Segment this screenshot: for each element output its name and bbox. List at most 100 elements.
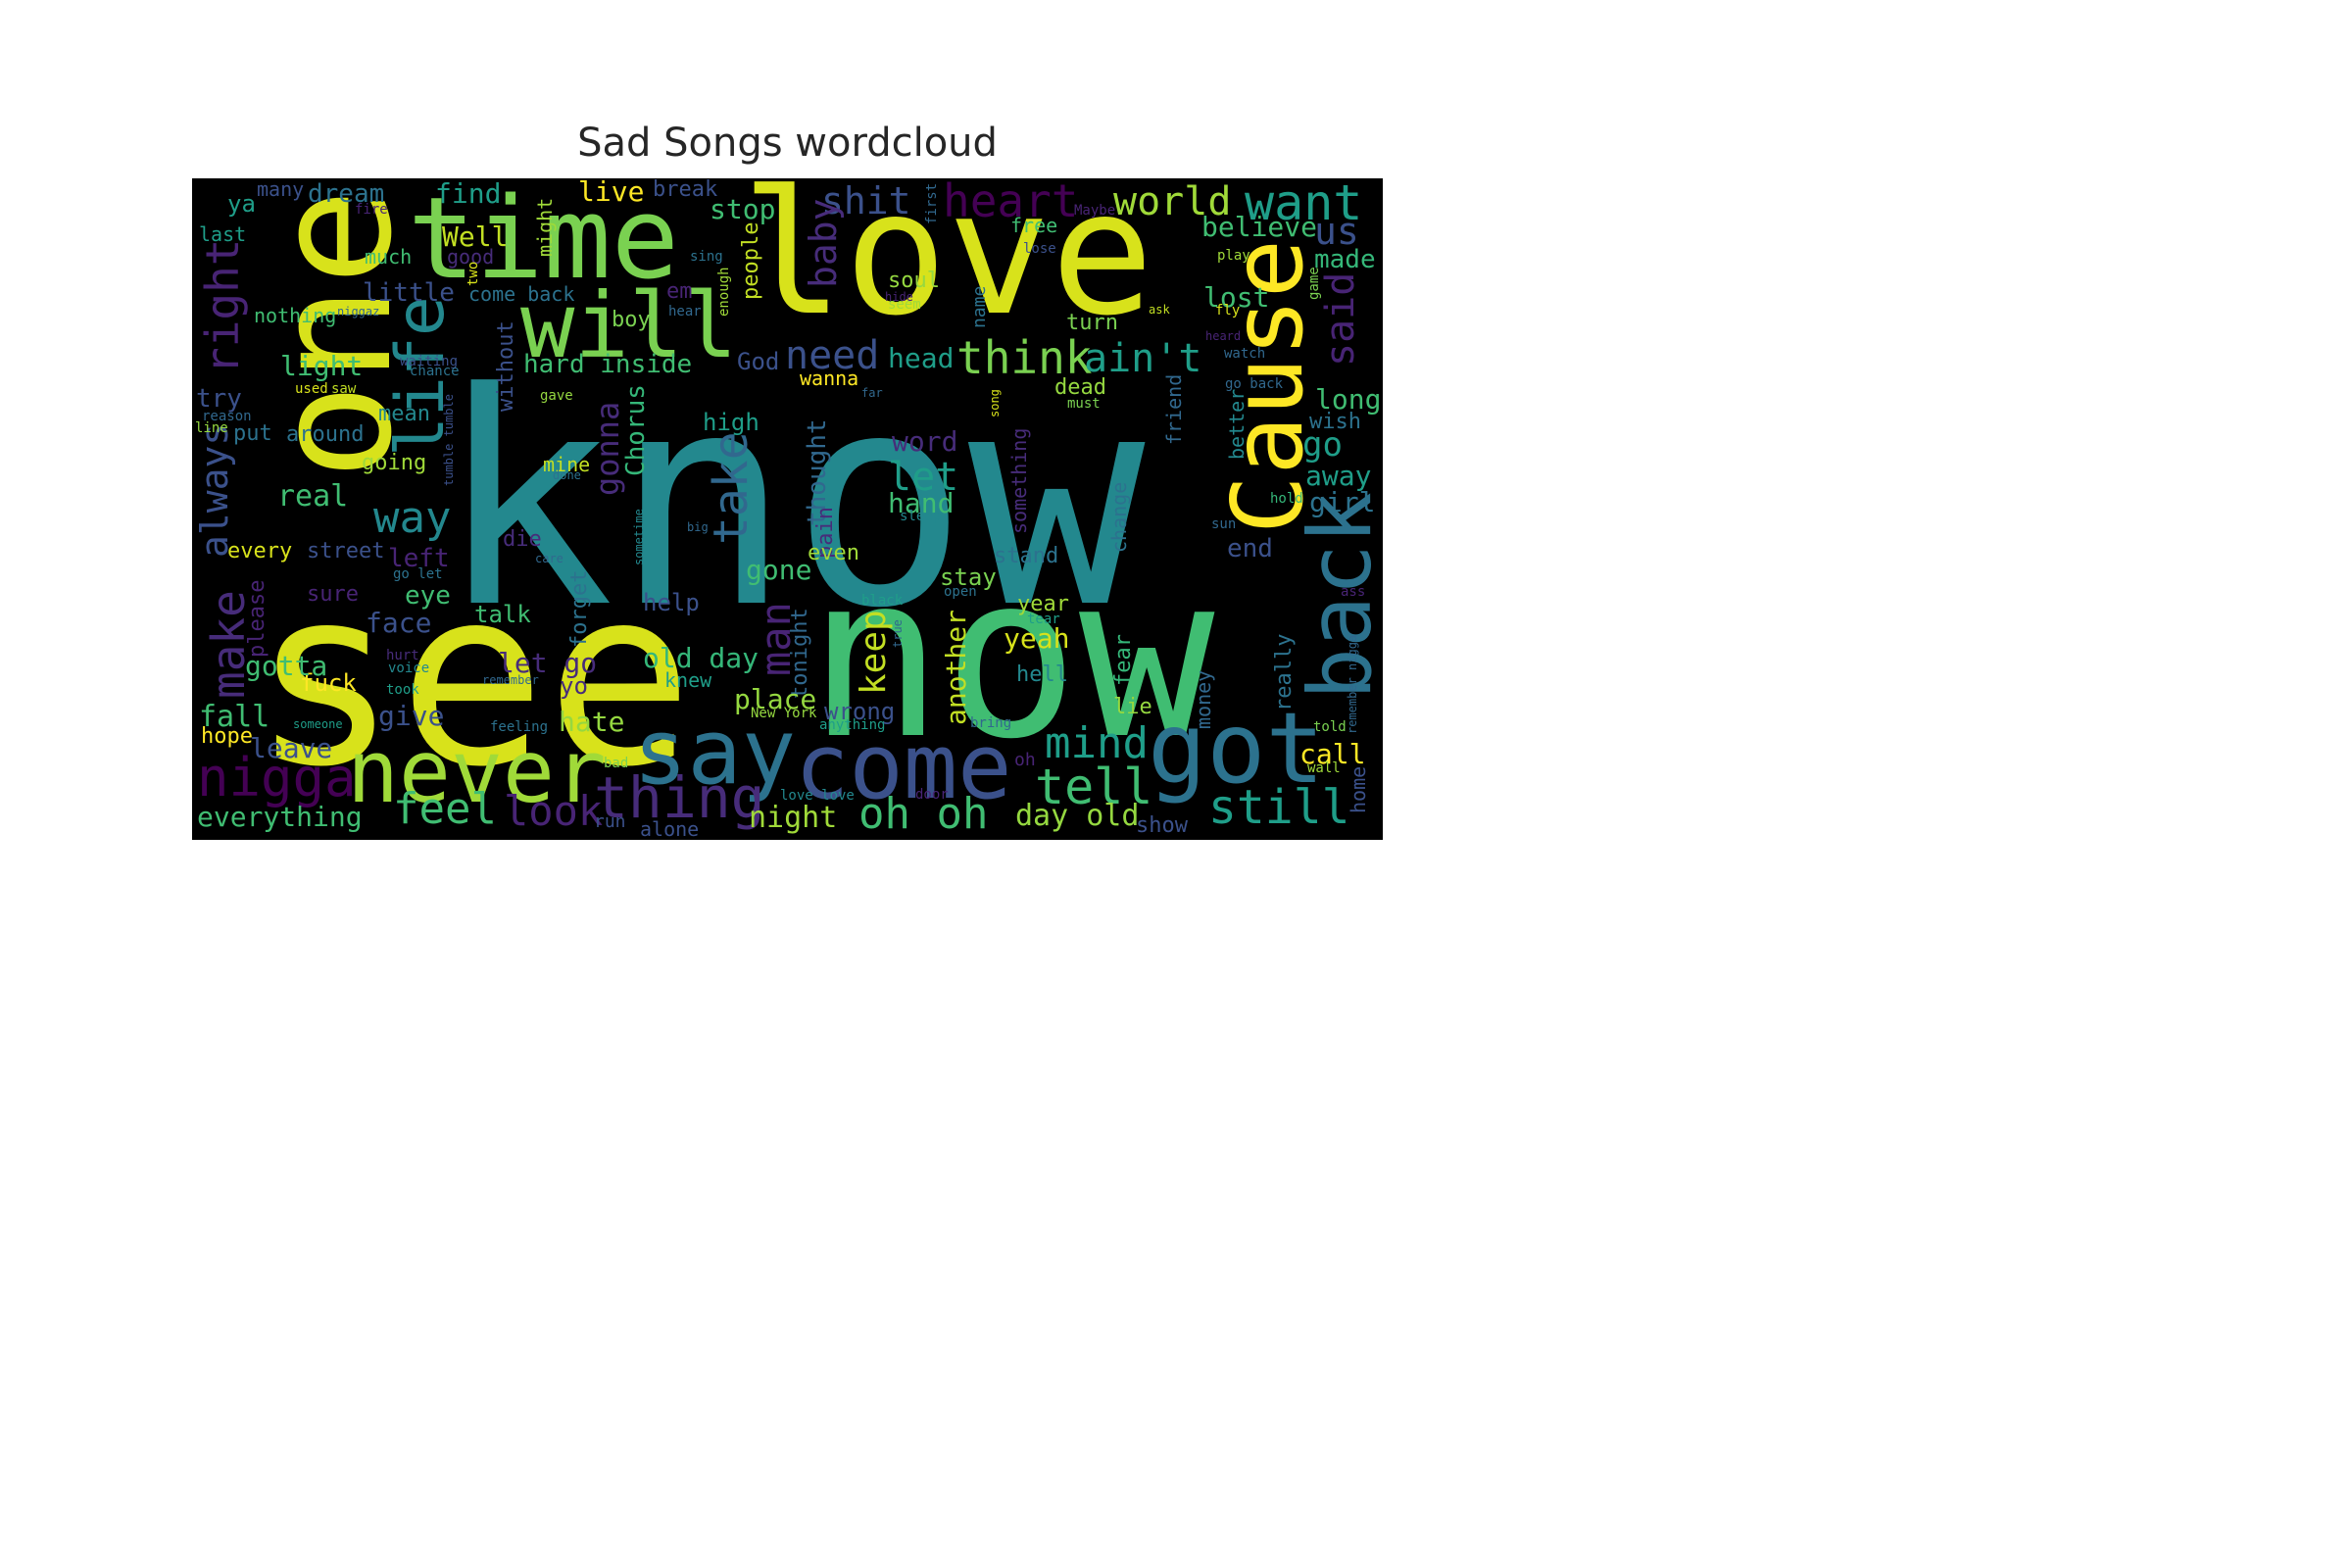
- word-believe: believe: [1201, 211, 1318, 243]
- word-might: might: [533, 197, 557, 257]
- word-done: done: [553, 468, 581, 482]
- word-break: break: [653, 178, 718, 202]
- word-please: please: [245, 579, 270, 658]
- word-time: time: [408, 178, 679, 305]
- word-little: little: [363, 278, 455, 308]
- word-fuck: fuck: [300, 669, 357, 697]
- word-sun: sun: [1211, 516, 1237, 532]
- word-without: without: [494, 320, 518, 412]
- word-door: door: [915, 787, 949, 803]
- word-seem: seem: [888, 297, 921, 313]
- word-stand: stand: [994, 544, 1059, 568]
- word-stay: stay: [940, 564, 997, 591]
- word-friend: friend: [1162, 373, 1186, 445]
- word-another: another: [940, 609, 972, 725]
- word-made: made: [1314, 245, 1376, 274]
- word-oh: oh: [1014, 750, 1036, 770]
- word-girl: girl: [1309, 486, 1376, 518]
- word-real: real: [277, 479, 349, 514]
- word-see: see: [251, 535, 694, 820]
- word-reason: reason: [202, 409, 252, 424]
- word-help: help: [643, 589, 700, 616]
- word-saw: saw: [331, 381, 357, 397]
- word-many: many: [257, 178, 305, 201]
- word-fall: fall: [199, 700, 270, 734]
- word-street: street: [307, 539, 385, 564]
- word-come-back: come back: [468, 282, 575, 306]
- chart-title: Sad Songs wordcloud: [577, 121, 998, 166]
- word-anything: anything: [819, 717, 886, 733]
- word-take: take: [704, 431, 759, 545]
- word-keep: keep: [854, 610, 894, 695]
- word-hold: hold: [1270, 491, 1303, 507]
- word-voice: voice: [388, 661, 430, 676]
- word-eye: eye: [405, 581, 451, 611]
- word-fire: fire: [355, 202, 388, 218]
- word-wall: wall: [1307, 760, 1341, 776]
- word-know: know: [437, 330, 1146, 672]
- word-song: song: [988, 389, 1002, 417]
- word-head: head: [888, 342, 955, 374]
- word-hard-inside: hard inside: [523, 350, 693, 379]
- word-alone: alone: [640, 817, 700, 840]
- word-watch: watch: [1224, 346, 1266, 362]
- word-waiting: waiting: [400, 354, 459, 369]
- wordcloud-canvas: know see now one love time will life Cause back sa…: [192, 178, 1383, 840]
- word-nothing: nothing: [254, 304, 337, 327]
- word-gone: gone: [746, 554, 812, 586]
- word-someone: someone: [293, 717, 343, 731]
- word-heard: heard: [1205, 329, 1242, 343]
- word-always: always: [193, 422, 236, 558]
- word-every: every: [227, 539, 293, 564]
- word-line: line: [195, 420, 228, 436]
- word-better: better: [1225, 388, 1249, 460]
- word-hate: hate: [559, 706, 625, 738]
- word-still: still: [1208, 780, 1350, 835]
- word-going: going: [362, 451, 427, 475]
- word-black: black: [861, 593, 904, 609]
- figure: Sad Songs wordcloud know see now one love tim…: [0, 0, 1520, 1013]
- word-way: way: [373, 493, 452, 543]
- word-show: show: [1136, 813, 1188, 838]
- word-wish: wish: [1309, 410, 1361, 434]
- word-knew: knew: [664, 668, 712, 692]
- word-aint: ain't: [1084, 336, 1202, 381]
- word-new-york: New York: [751, 706, 817, 721]
- word-tear: tear: [1027, 612, 1060, 627]
- word-even: even: [808, 541, 859, 565]
- word-chance: chance: [410, 364, 460, 379]
- word-need: need: [785, 333, 880, 378]
- word-feeling: feeling: [490, 719, 549, 735]
- word-mean: mean: [378, 402, 430, 426]
- word-go-back: go back: [1225, 376, 1284, 392]
- word-die: die: [503, 527, 542, 552]
- word-really: really: [1272, 633, 1297, 711]
- word-said: said: [1318, 271, 1363, 367]
- word-bring: bring: [970, 715, 1012, 731]
- word-now: now: [808, 527, 1215, 789]
- word-god: God: [737, 348, 780, 375]
- word-want: want: [1245, 178, 1363, 231]
- word-world: world: [1113, 179, 1232, 224]
- word-turn: turn: [1066, 311, 1118, 335]
- word-love: love: [741, 178, 1154, 354]
- word-give: give: [378, 700, 445, 732]
- word-true: true: [891, 619, 905, 648]
- word-find: find: [435, 178, 502, 210]
- word-dream: dream: [308, 179, 385, 209]
- word-put: put: [233, 421, 272, 446]
- word-year: year: [1017, 592, 1069, 616]
- word-wrong: wrong: [824, 698, 896, 725]
- word-care: care: [535, 552, 564, 565]
- word-mind: mind: [1045, 718, 1149, 768]
- word-feel: feel: [393, 784, 497, 834]
- word-stop: stop: [710, 193, 776, 225]
- word-live: live: [578, 178, 645, 208]
- word-open: open: [944, 584, 977, 600]
- word-us: us: [1314, 210, 1359, 253]
- word-money: money: [1192, 669, 1215, 729]
- word-two: two: [466, 261, 481, 286]
- word-took: took: [386, 682, 419, 698]
- word-boy: boy: [612, 308, 651, 332]
- word-niggaz: niggaz: [337, 305, 380, 318]
